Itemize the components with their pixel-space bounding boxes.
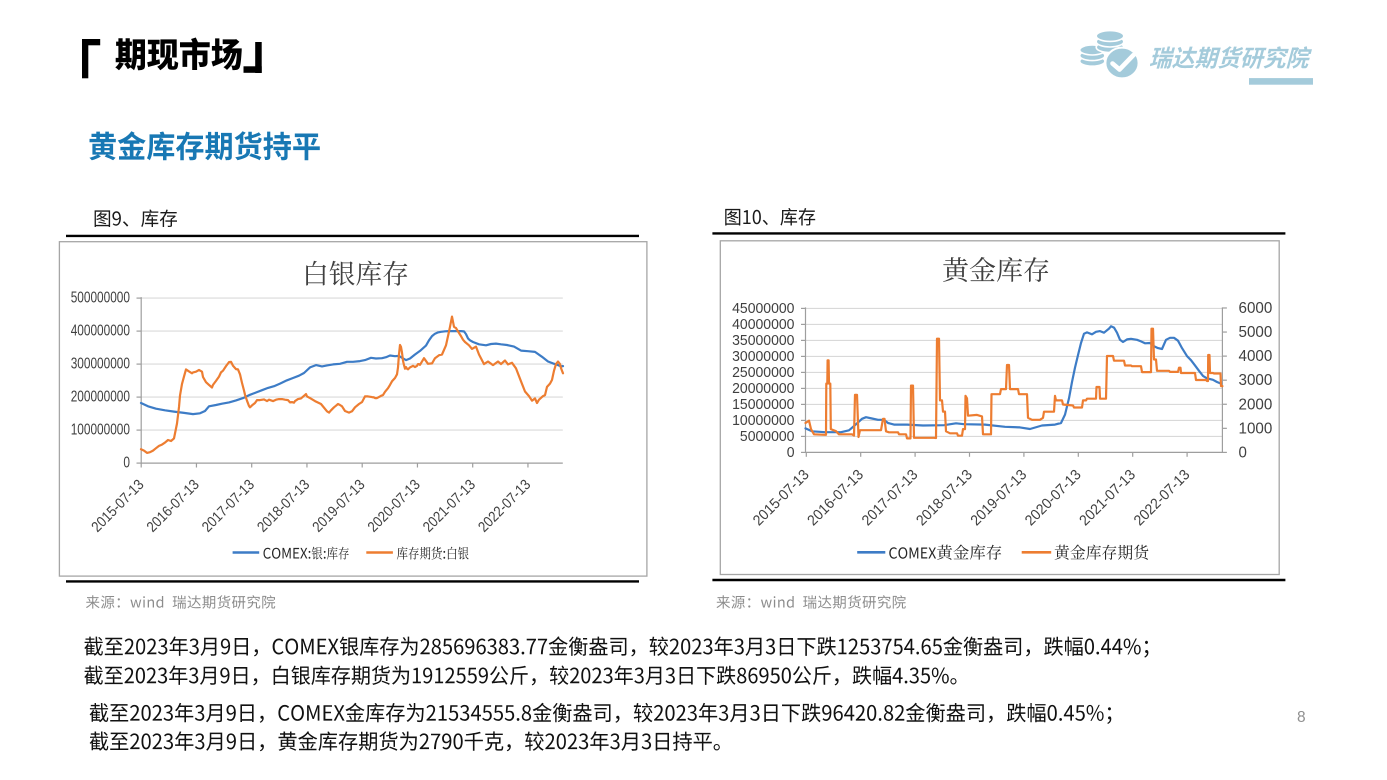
svg-text:4000: 4000 [1239, 348, 1273, 365]
svg-text:0: 0 [1239, 444, 1247, 461]
svg-text:0: 0 [123, 454, 130, 471]
svg-text:500000000: 500000000 [71, 289, 131, 306]
svg-text:5000000: 5000000 [740, 429, 795, 445]
svg-text:45000000: 45000000 [732, 301, 794, 317]
svg-text:30000000: 30000000 [732, 349, 794, 365]
svg-text:15000000: 15000000 [732, 397, 794, 413]
svg-text:200000000: 200000000 [71, 388, 131, 405]
svg-text:2000: 2000 [1239, 396, 1273, 413]
svg-text:300000000: 300000000 [71, 355, 131, 372]
svg-text:35000000: 35000000 [732, 333, 794, 349]
svg-text:0: 0 [787, 445, 795, 461]
svg-text:1000: 1000 [1239, 420, 1273, 437]
svg-text:3000: 3000 [1239, 372, 1273, 389]
svg-text:8: 8 [1297, 709, 1306, 726]
svg-text:400000000: 400000000 [71, 322, 131, 339]
svg-text:5000: 5000 [1239, 324, 1273, 341]
svg-text:25000000: 25000000 [732, 365, 794, 381]
svg-text:100000000: 100000000 [71, 421, 131, 438]
svg-text:6000: 6000 [1239, 300, 1273, 317]
svg-text:10000000: 10000000 [732, 413, 794, 429]
svg-text:20000000: 20000000 [732, 381, 794, 397]
svg-text:40000000: 40000000 [732, 317, 794, 333]
